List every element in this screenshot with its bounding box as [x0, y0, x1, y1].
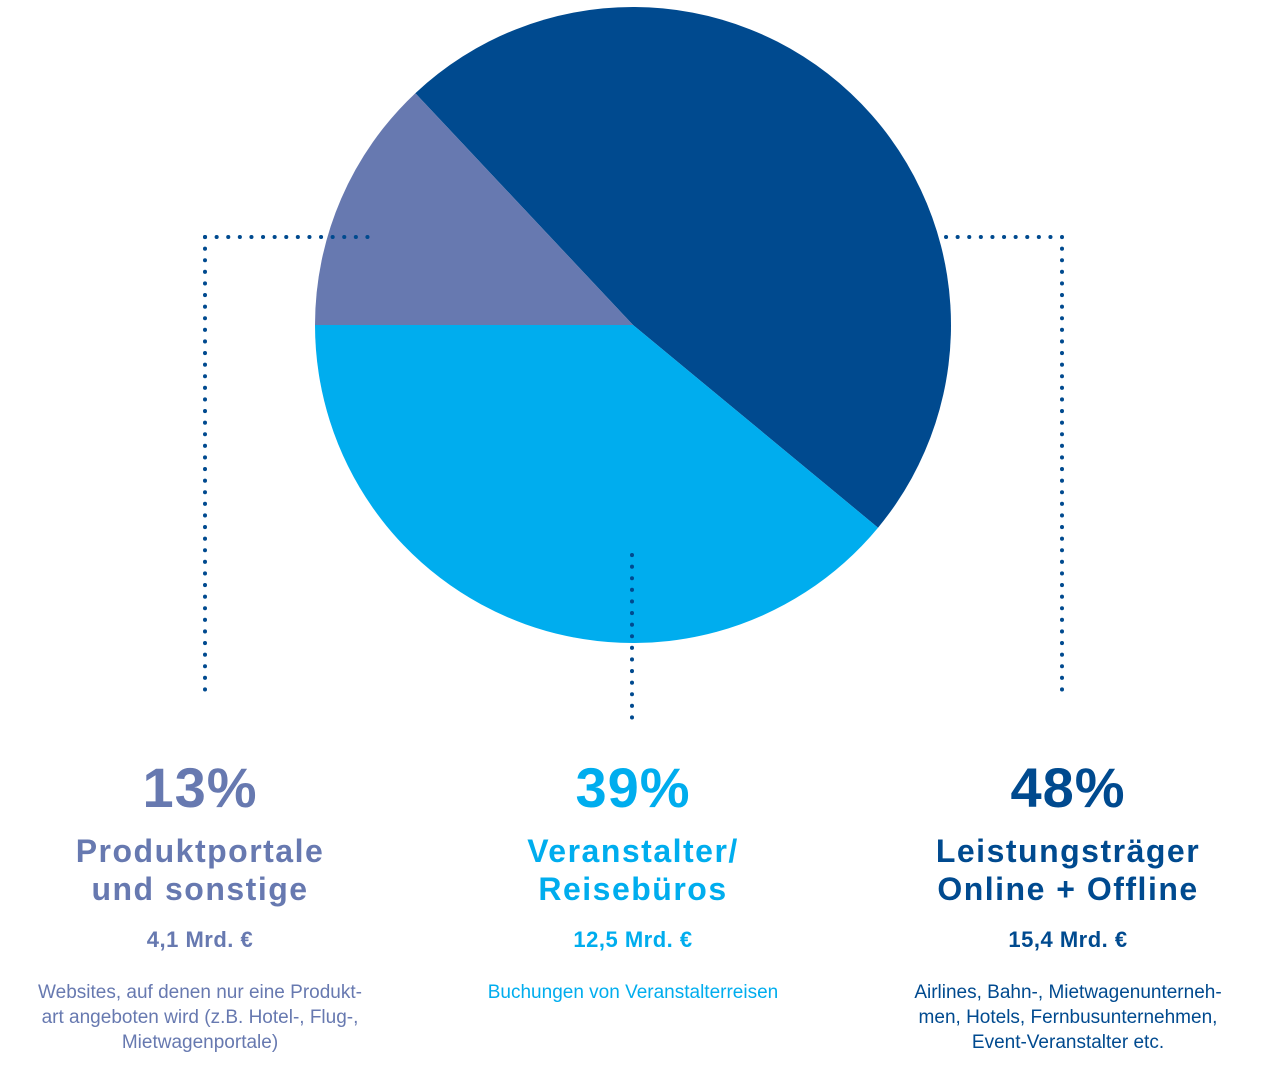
amount-produktportale: 4,1 Mrd. € [146, 927, 254, 952]
description-line: Event-Veranstalter etc. [971, 1032, 1165, 1053]
slice-name-produktportale: Produktportale und sonstige [0, 832, 400, 908]
pie-slice-produktportale [315, 93, 633, 325]
label-block-veranstalter: 39% Veranstalter/ Reisebüros 12,5 Mrd. €… [433, 752, 833, 1005]
slice-name-veranstalter: Veranstalter/ Reisebüros [433, 832, 833, 908]
description-produktportale: Websites, auf denen nur eine Produkt- ar… [0, 980, 400, 1055]
description-line: Airlines, Bahn-, Mietwagenunterneh- [914, 982, 1222, 1003]
pie-slice-leistungstraeger [415, 7, 951, 528]
description-veranstalter: Buchungen von Veranstalterreisen [433, 980, 833, 1005]
slice-name-line: Leistungsträger [935, 833, 1201, 869]
percent-label-leistungstraeger: 48% [1010, 756, 1126, 819]
label-block-produktportale: 13% Produktportale und sonstige 4,1 Mrd.… [0, 752, 400, 1055]
percent-label-produktportale: 13% [142, 756, 258, 819]
slice-name-line: Reisebüros [538, 871, 728, 907]
pie-slice-veranstalter [315, 325, 879, 643]
description-leistungstraeger: Airlines, Bahn-, Mietwagenunterneh- men,… [868, 980, 1268, 1055]
amount-leistungstraeger: 15,4 Mrd. € [1008, 927, 1128, 952]
pie-slices [315, 7, 951, 643]
slice-name-line: und sonstige [91, 871, 309, 907]
slice-name-leistungstraeger: Leistungsträger Online + Offline [868, 832, 1268, 908]
slice-name-line: Produktportale [75, 833, 325, 869]
description-line: men, Hotels, Fernbusunternehmen, [918, 1007, 1218, 1028]
description-line: art angeboten wird (z.B. Hotel-, Flug-, [41, 1007, 359, 1028]
slice-name-line: Veranstalter/ [527, 833, 739, 869]
description-line: Buchungen von Veranstalterreisen [487, 982, 779, 1003]
leader-lines [203, 235, 1064, 724]
amount-veranstalter: 12,5 Mrd. € [573, 927, 693, 952]
percent-label-veranstalter: 39% [575, 756, 691, 819]
label-block-leistungstraeger: 48% Leistungsträger Online + Offline 15,… [868, 752, 1268, 1055]
description-line: Mietwagenportale) [121, 1032, 279, 1053]
description-line: Websites, auf denen nur eine Produkt- [38, 982, 362, 1003]
slice-name-line: Online + Offline [937, 871, 1199, 907]
